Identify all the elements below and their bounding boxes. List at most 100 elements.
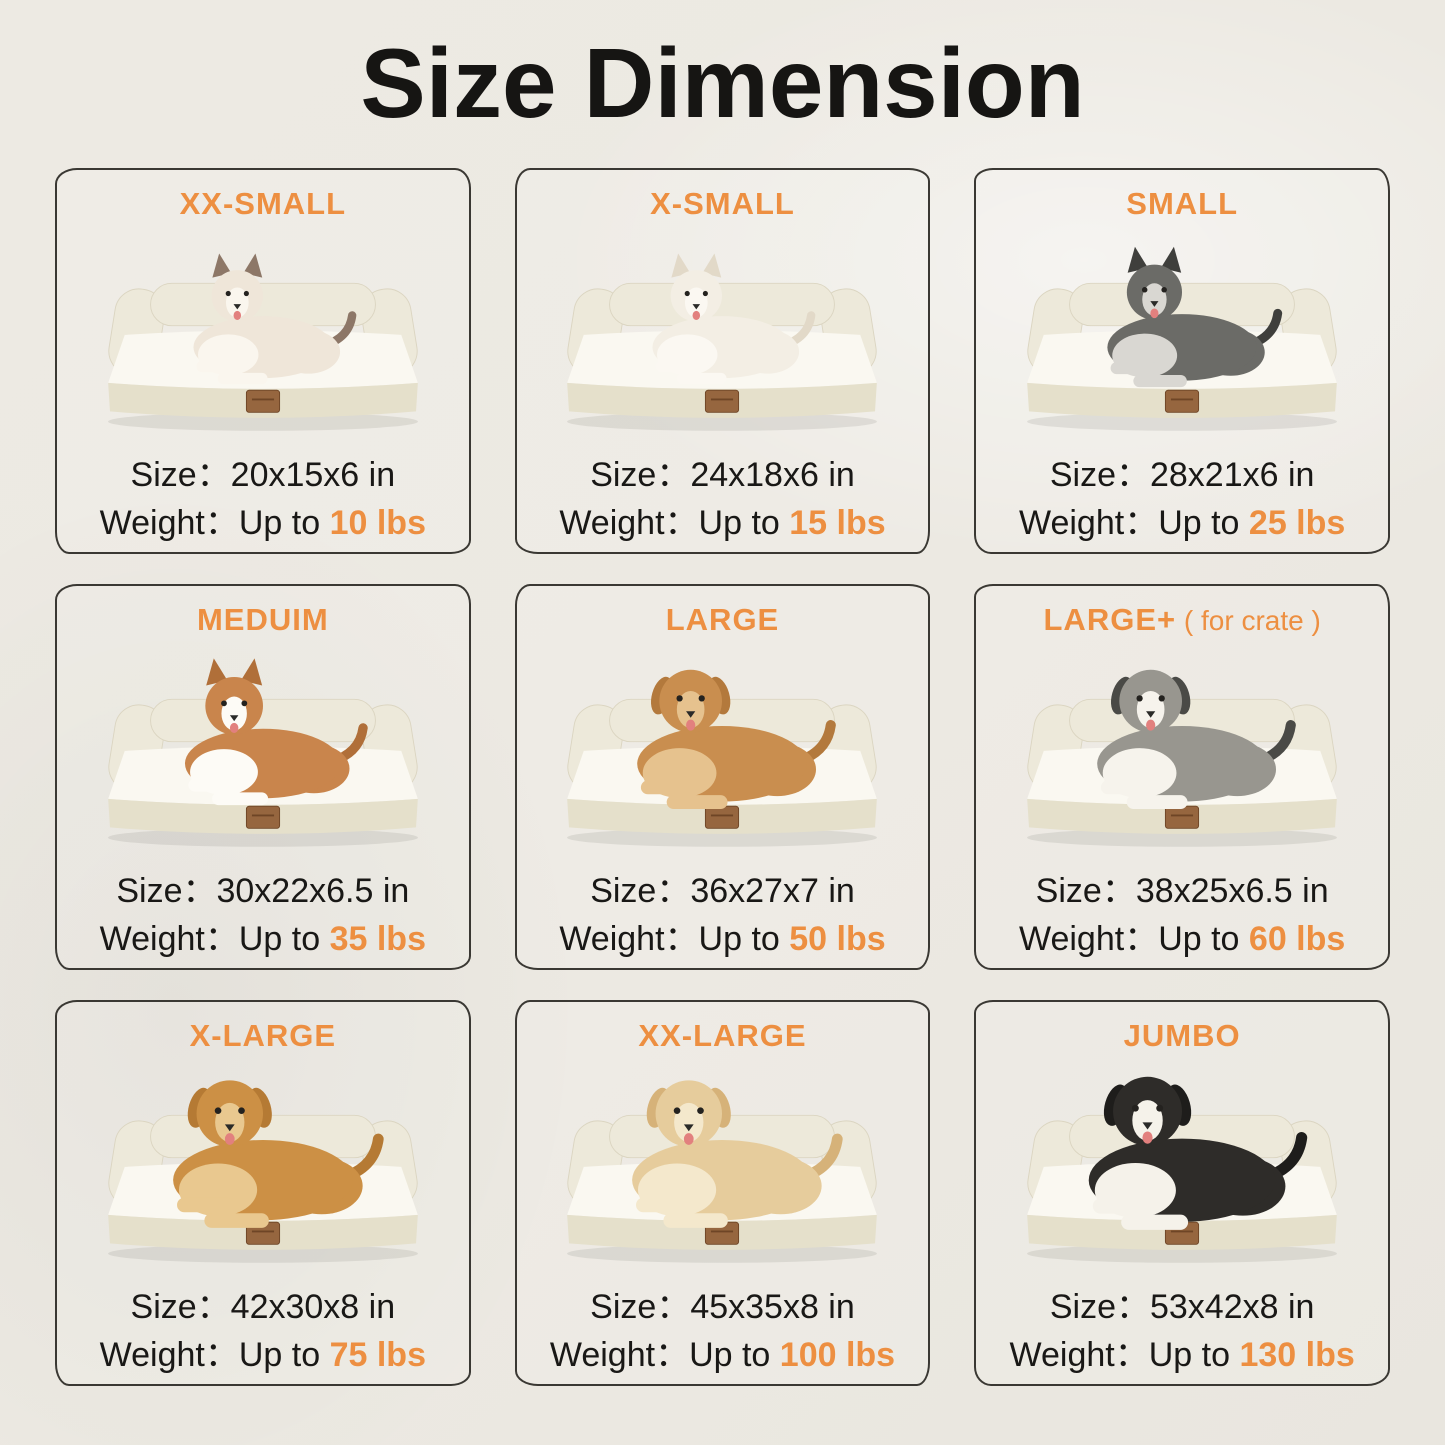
size-name-text: SMALL	[1126, 185, 1239, 221]
spec-block: Size：45x35x8 in Weight：Up to 100 lbs	[550, 1276, 895, 1372]
pet-photo-schnauzer-dog	[1012, 228, 1352, 440]
pet-photo-corgi-dog	[93, 644, 433, 856]
weight-line: Weight：Up to 60 lbs	[1019, 922, 1345, 956]
size-line: Size：42x30x8 in	[100, 1290, 426, 1324]
weight-prefix: Up to	[698, 919, 790, 958]
spec-block: Size：36x27x7 in Weight：Up to 50 lbs	[559, 860, 885, 956]
size-name-text: X-SMALL	[650, 185, 795, 221]
pet-photo-golden-retriever-dog	[552, 644, 892, 856]
weight-value: 35 lbs	[329, 919, 426, 958]
size-label: Size：	[1035, 871, 1136, 910]
size-card-x-small: X-SMALL	[514, 167, 931, 554]
size-value: 42x30x8 in	[230, 1287, 396, 1326]
weight-line: Weight：Up to 25 lbs	[1019, 506, 1345, 540]
weight-label: Weight：	[99, 503, 239, 542]
weight-line: Weight：Up to 35 lbs	[100, 922, 426, 956]
size-name: MEDUIM	[197, 602, 329, 638]
size-value: 24x18x6 in	[690, 455, 855, 494]
size-line: Size：36x27x7 in	[559, 874, 885, 908]
weight-prefix: Up to	[1158, 503, 1249, 542]
size-line: Size：30x22x6.5 in	[100, 874, 426, 908]
pet-photo-ragdoll-cat	[93, 228, 433, 440]
size-value: 45x35x8 in	[690, 1287, 855, 1326]
page-title: Size Dimension	[360, 28, 1085, 138]
size-card-large: LARGE	[514, 583, 931, 970]
size-card-small: SMALL	[974, 167, 1390, 554]
weight-label: Weight：	[559, 503, 699, 542]
weight-label: Weight：	[99, 919, 239, 958]
spec-block: Size：28x21x6 in Weight：Up to 25 lbs	[1019, 444, 1345, 540]
size-line: Size：28x21x6 in	[1019, 458, 1345, 492]
size-label: Size：	[590, 1287, 691, 1326]
weight-prefix: Up to	[238, 1335, 330, 1374]
weight-value: 50 lbs	[789, 919, 886, 958]
pet-photo-yellow-labrador-dog	[552, 1060, 892, 1272]
size-label: Size：	[1049, 1287, 1150, 1326]
spec-block: Size：42x30x8 in Weight：Up to 75 lbs	[100, 1276, 426, 1372]
weight-value: 25 lbs	[1248, 503, 1346, 542]
size-value: 20x15x6 in	[230, 455, 396, 494]
weight-value: 75 lbs	[329, 1335, 426, 1374]
weight-prefix: Up to	[698, 503, 790, 542]
weight-value: 15 lbs	[789, 503, 886, 542]
pet-photo-australian-shepherd-dog	[1012, 644, 1352, 856]
size-name: SMALL	[1126, 186, 1238, 222]
weight-value: 10 lbs	[329, 503, 426, 542]
pet-photo-pomeranian-dog	[552, 228, 892, 440]
size-grid: XX-SMALL	[55, 167, 1390, 1386]
weight-value: 100 lbs	[779, 1335, 896, 1374]
size-value: 36x27x7 in	[690, 871, 855, 910]
size-name: LARGE	[666, 602, 780, 638]
size-name: JUMBO	[1124, 1018, 1241, 1054]
size-card-xx-small: XX-SMALL	[55, 167, 471, 554]
size-name: X-SMALL	[650, 186, 795, 222]
weight-line: Weight：Up to 10 lbs	[100, 506, 426, 540]
size-label: Size：	[590, 871, 691, 910]
pet-photo-bernese-mountain-dog	[1012, 1060, 1352, 1272]
size-value: 53x42x8 in	[1149, 1287, 1315, 1326]
size-name-text: JUMBO	[1123, 1017, 1241, 1053]
size-name-text: LARGE	[665, 601, 780, 637]
weight-prefix: Up to	[1158, 919, 1249, 958]
weight-line: Weight：Up to 130 lbs	[1010, 1338, 1355, 1372]
size-name: XX-SMALL	[180, 186, 346, 222]
weight-value: 60 lbs	[1248, 919, 1346, 958]
spec-block: Size：20x15x6 in Weight：Up to 10 lbs	[100, 444, 426, 540]
weight-label: Weight：	[559, 919, 699, 958]
weight-label: Weight：	[1009, 1335, 1149, 1374]
size-line: Size：38x25x6.5 in	[1019, 874, 1345, 908]
size-line: Size：24x18x6 in	[559, 458, 885, 492]
size-line: Size：20x15x6 in	[100, 458, 426, 492]
spec-block: Size：53x42x8 in Weight：Up to 130 lbs	[1010, 1276, 1355, 1372]
weight-line: Weight：Up to 100 lbs	[550, 1338, 895, 1372]
weight-prefix: Up to	[689, 1335, 780, 1374]
size-name-text: X-LARGE	[189, 1017, 337, 1053]
weight-label: Weight：	[549, 1335, 690, 1374]
size-name-text: XX-LARGE	[638, 1017, 807, 1053]
size-line: Size：45x35x8 in	[550, 1290, 895, 1324]
weight-prefix: Up to	[238, 503, 330, 542]
weight-label: Weight：	[1018, 503, 1159, 542]
weight-label: Weight：	[99, 1335, 239, 1374]
spec-block: Size：38x25x6.5 in Weight：Up to 60 lbs	[1019, 860, 1345, 956]
size-value: 38x25x6.5 in	[1135, 871, 1329, 910]
size-label: Size：	[116, 871, 217, 910]
size-label: Size：	[130, 1287, 231, 1326]
size-value: 30x22x6.5 in	[216, 871, 410, 910]
size-card-xx-large: XX-LARGE	[514, 999, 931, 1386]
size-label: Size：	[130, 455, 231, 494]
size-name: LARGE+ ( for crate )	[1044, 602, 1321, 638]
pet-photo-golden-retriever-dog	[93, 1060, 433, 1272]
size-card-jumbo: JUMBO	[974, 999, 1390, 1386]
spec-block: Size：30x22x6.5 in Weight：Up to 35 lbs	[100, 860, 426, 956]
size-card-large-plus-crate: LARGE+ ( for crate )	[974, 583, 1390, 970]
weight-value: 130 lbs	[1239, 1335, 1355, 1374]
weight-line: Weight：Up to 15 lbs	[559, 506, 885, 540]
weight-label: Weight：	[1018, 919, 1159, 958]
size-name: XX-LARGE	[638, 1018, 806, 1054]
weight-line: Weight：Up to 50 lbs	[559, 922, 885, 956]
size-name-text: LARGE+	[1043, 601, 1177, 637]
weight-prefix: Up to	[1148, 1335, 1240, 1374]
size-label: Size：	[590, 455, 691, 494]
